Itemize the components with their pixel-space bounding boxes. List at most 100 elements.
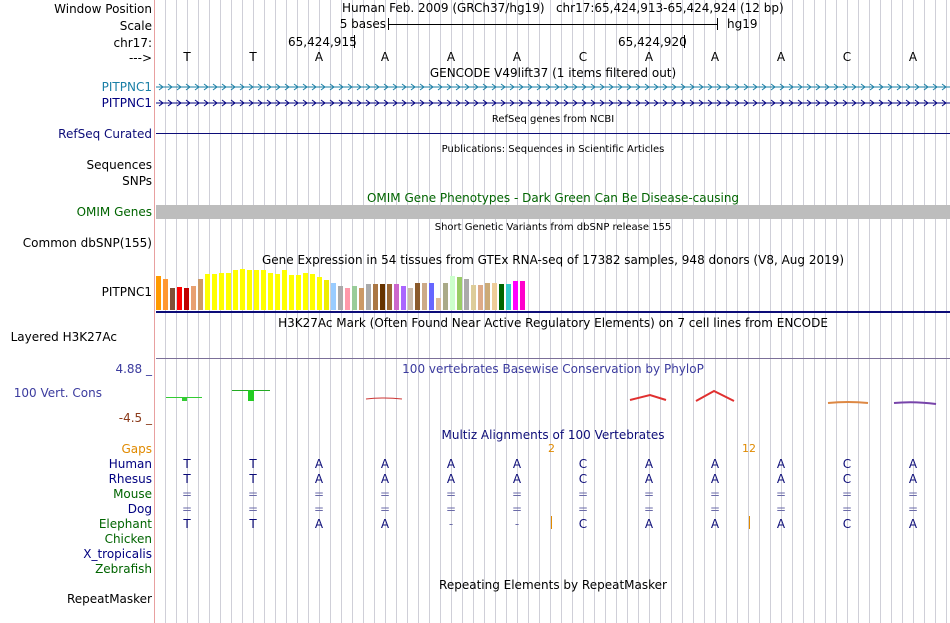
gtex-tissue-bar[interactable]: [240, 269, 245, 310]
strand-chevron: [482, 99, 488, 107]
gtex-tissue-bar[interactable]: [205, 274, 210, 310]
phylop-dip-6: [827, 401, 869, 404]
strand-chevron: [230, 83, 236, 91]
gtex-tissue-bar[interactable]: [485, 283, 490, 310]
gtex-tissue-bar[interactable]: [366, 284, 371, 310]
gtex-tissue-bar[interactable]: [401, 286, 406, 310]
gencode-label-2[interactable]: PITPNC1: [101, 96, 152, 110]
species-label[interactable]: Dog: [127, 502, 152, 516]
gtex-tissue-bar[interactable]: [457, 277, 462, 310]
omim-feature-bar[interactable]: [156, 205, 950, 219]
gtex-tissue-bar[interactable]: [331, 283, 336, 310]
gtex-tissue-bar[interactable]: [191, 286, 196, 310]
alignment-base: =: [379, 502, 391, 516]
gtex-tissue-bar[interactable]: [464, 279, 469, 310]
gtex-tissue-bar[interactable]: [233, 270, 238, 310]
gtex-tissue-bar[interactable]: [156, 276, 161, 310]
alignment-base: =: [577, 502, 589, 516]
species-label[interactable]: Zebrafish: [95, 562, 152, 576]
gtex-tissue-bar[interactable]: [289, 275, 294, 310]
gtex-tissue-bar[interactable]: [513, 281, 518, 310]
gtex-tissue-bar[interactable]: [177, 287, 182, 310]
gtex-tissue-bar[interactable]: [450, 276, 455, 310]
gencode-label-1[interactable]: PITPNC1: [101, 80, 152, 94]
alignment-base: C: [842, 472, 852, 486]
snps-label[interactable]: SNPs: [122, 174, 152, 188]
gtex-title: Gene Expression in 54 tissues from GTEx …: [261, 253, 845, 267]
pubs-label[interactable]: Sequences: [86, 158, 152, 172]
strand-chevron: [806, 99, 812, 107]
gtex-tissue-bar[interactable]: [324, 280, 329, 310]
alignment-base: A: [908, 517, 918, 531]
gtex-tissue-bar[interactable]: [268, 273, 273, 310]
species-label[interactable]: Chicken: [104, 532, 152, 546]
alignment-base: =: [379, 487, 391, 501]
species-label[interactable]: Rhesus: [108, 472, 152, 486]
strand-chevron: [365, 99, 371, 107]
gtex-tissue-bar[interactable]: [352, 286, 357, 310]
gtex-tissue-bar[interactable]: [247, 270, 252, 310]
gtex-tissue-bar[interactable]: [422, 283, 427, 310]
gtex-tissue-bar[interactable]: [359, 288, 364, 310]
refseq-label[interactable]: RefSeq Curated: [58, 127, 152, 141]
strand-chevron: [932, 99, 938, 107]
gtex-tissue-bar[interactable]: [499, 284, 504, 310]
alignment-base: =: [511, 487, 523, 501]
strand-chevron: [401, 83, 407, 91]
gtex-tissue-bar[interactable]: [443, 283, 448, 310]
gtex-tissue-bar[interactable]: [394, 284, 399, 310]
gtex-tissue-bar[interactable]: [184, 288, 189, 310]
gtex-tissue-bar[interactable]: [380, 284, 385, 310]
gtex-label[interactable]: PITPNC1: [101, 285, 152, 299]
strand-chevron: [797, 83, 803, 91]
species-label[interactable]: Elephant: [98, 517, 152, 531]
refseq-gene-line[interactable]: [156, 133, 950, 134]
window-position-label: Window Position: [54, 2, 152, 16]
species-label[interactable]: Human: [108, 457, 152, 471]
gtex-tissue-bar[interactable]: [254, 270, 259, 310]
gtex-tissue-bar[interactable]: [436, 298, 441, 310]
gtex-tissue-bar[interactable]: [373, 284, 378, 310]
gtex-tissue-bar[interactable]: [198, 279, 203, 310]
gtex-tissue-bar[interactable]: [303, 273, 308, 310]
gtex-tissue-bar[interactable]: [275, 274, 280, 310]
gtex-tissue-bar[interactable]: [163, 279, 168, 310]
gtex-tissue-bar[interactable]: [212, 274, 217, 310]
strand-chevron: [257, 83, 263, 91]
gtex-tissue-bar[interactable]: [317, 277, 322, 310]
h3k27ac-label[interactable]: Layered H3K27Ac: [10, 330, 117, 344]
strand-chevron: [284, 99, 290, 107]
gtex-tissue-bar[interactable]: [429, 283, 434, 310]
strand-chevron: [572, 83, 578, 91]
gtex-tissue-bar[interactable]: [345, 288, 350, 310]
gtex-tissue-bar[interactable]: [296, 275, 301, 310]
gtex-tissue-bar[interactable]: [338, 286, 343, 310]
gtex-tissue-bar[interactable]: [226, 273, 231, 310]
gtex-tissue-bar[interactable]: [506, 284, 511, 310]
gtex-tissue-bar[interactable]: [387, 284, 392, 310]
gtex-tissue-bar[interactable]: [408, 288, 413, 310]
strand-chevron: [653, 99, 659, 107]
gtex-tissue-bar[interactable]: [471, 285, 476, 310]
gtex-tissue-bar[interactable]: [219, 273, 224, 310]
gtex-tissue-bar[interactable]: [415, 283, 420, 310]
gencode-gene-models[interactable]: [156, 80, 950, 110]
gtex-tissue-bar[interactable]: [170, 288, 175, 310]
gtex-tissue-bar[interactable]: [520, 281, 525, 310]
omim-label[interactable]: OMIM Genes: [76, 205, 152, 219]
gtex-tissue-bar[interactable]: [282, 270, 287, 310]
scale-assembly: hg19: [727, 17, 758, 31]
alignment-base: A: [644, 517, 654, 531]
alignment-base: T: [183, 472, 191, 486]
gtex-tissue-bar[interactable]: [310, 274, 315, 310]
phylop-label[interactable]: 100 Vert. Cons: [13, 386, 102, 400]
species-label[interactable]: Mouse: [113, 487, 152, 501]
repeat-label[interactable]: RepeatMasker: [66, 592, 152, 606]
gtex-tissue-bar[interactable]: [492, 283, 497, 310]
gtex-tissue-bar[interactable]: [261, 270, 266, 310]
gaps-label[interactable]: Gaps: [121, 442, 152, 456]
dbsnp-label[interactable]: Common dbSNP(155): [22, 236, 152, 250]
gtex-tissue-bar[interactable]: [478, 285, 483, 310]
phylop-signal[interactable]: [156, 385, 950, 410]
species-label[interactable]: X_tropicalis: [83, 547, 152, 561]
